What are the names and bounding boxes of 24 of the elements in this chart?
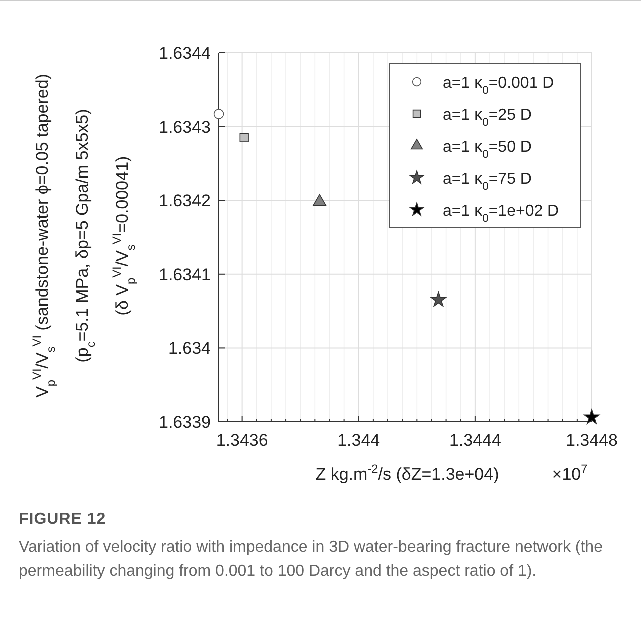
x-tick-label: 1.344 bbox=[338, 431, 380, 450]
x-tick-label: 1.3448 bbox=[566, 431, 618, 450]
legend-label: a=1 κ$_{0}$=25 D bbox=[443, 107, 532, 129]
legend-label: a=1 κ$_{0}$=50 D bbox=[443, 139, 532, 161]
legend-label: a=1 κ$_{0}$=75 D bbox=[443, 171, 532, 193]
x-tick-label: 1.3444 bbox=[449, 431, 502, 450]
y-tick-label: 1.634 bbox=[168, 339, 211, 358]
point bbox=[430, 292, 447, 308]
point bbox=[313, 194, 327, 206]
text: Variation of velocity ratio with impedance in 3D water-bearing fracture network (the permeability changing from 0.001 to 100 Darcy and the aspect ratio of 1). bbox=[19, 539, 604, 580]
point bbox=[240, 133, 249, 142]
x-axis-title: Z kg.m$^{-2}$/s (δZ=1.3e+04) bbox=[316, 462, 500, 484]
y-tick-label: 1.6342 bbox=[159, 192, 211, 211]
legend-label: a=1 κ$_{0}$=1e+02 D bbox=[443, 203, 560, 225]
y-tick-label: 1.6344 bbox=[159, 44, 211, 63]
x-tick-label: 1.3436 bbox=[216, 431, 268, 450]
point bbox=[214, 109, 224, 120]
text: ×10$^{7}$ bbox=[552, 462, 588, 484]
legend-label: a=1 κ$_{0}$=0.001 D bbox=[443, 75, 554, 97]
point bbox=[584, 409, 600, 424]
y-tick-label: 1.6339 bbox=[159, 413, 211, 432]
y-tick-label: 1.6341 bbox=[159, 265, 211, 284]
caption: FIGURE 12 bbox=[19, 511, 106, 528]
y-tick-label: 1.6343 bbox=[159, 118, 211, 137]
